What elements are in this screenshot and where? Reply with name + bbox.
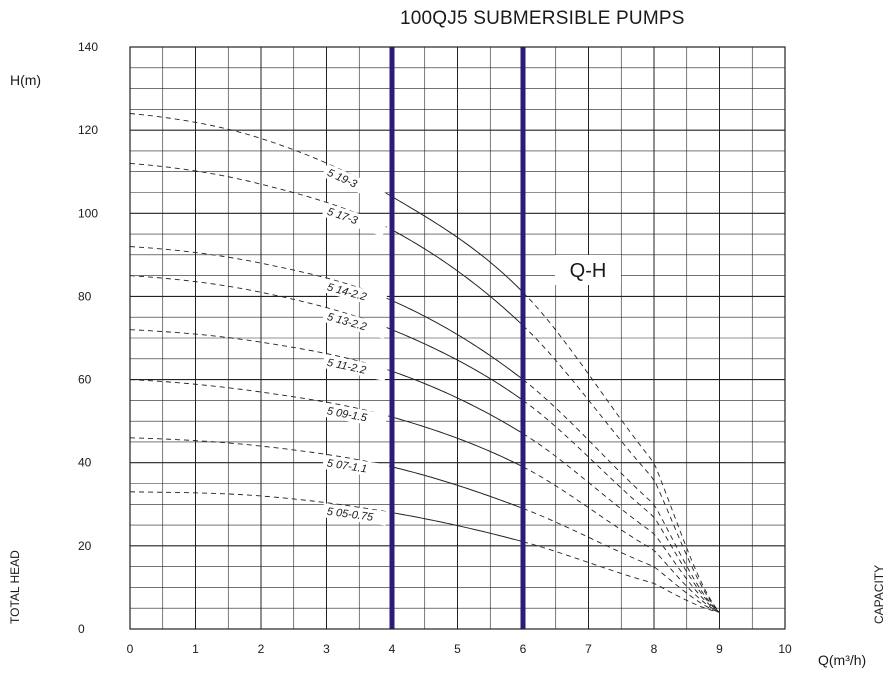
x-axis-unit-label: Q(m³/h) — [818, 652, 867, 668]
y-tick-label: 80 — [78, 289, 92, 303]
y-tick-label: 100 — [78, 206, 98, 220]
x-tick-label: 6 — [520, 642, 527, 656]
y-tick-label: 40 — [78, 456, 92, 470]
series-label-bg — [322, 454, 388, 479]
chart-title: 100QJ5 SUBMERSIBLE PUMPS — [400, 8, 685, 29]
x-tick-label: 1 — [192, 642, 199, 656]
x-tick-label: 4 — [389, 642, 396, 656]
y-tick-label: 20 — [78, 539, 92, 553]
qh-curve-dashed-right — [522, 325, 720, 613]
curve-tag-box — [555, 255, 621, 285]
qh-curve-solid — [391, 512, 524, 543]
series-label-bg — [322, 402, 388, 428]
qh-curve-solid — [391, 416, 524, 468]
qh-curve-dashed-right — [522, 379, 720, 613]
qh-curve-dashed-right — [522, 433, 720, 613]
qh-curve-dashed-left — [129, 379, 393, 418]
y-tick-label: 140 — [78, 40, 98, 54]
qh-curve-solid — [391, 466, 524, 509]
series-label-bg — [321, 163, 386, 203]
qh-curve-dashed-right — [522, 466, 720, 613]
qh-curve-solid — [391, 329, 524, 401]
qh-curve-dashed-right — [522, 541, 720, 613]
series-label-bg — [321, 202, 387, 237]
series-label-bg — [321, 353, 388, 382]
x-tick-label: 10 — [778, 642, 792, 656]
plot-frame — [129, 46, 786, 630]
x-tick-label: 2 — [258, 642, 265, 656]
x-tick-label: 8 — [651, 642, 658, 656]
x-tick-label: 7 — [585, 642, 592, 656]
qh-curve-solid — [391, 370, 524, 435]
curve-tag-label: Q-H — [570, 260, 607, 282]
series-label: 5 09-1.5 — [326, 405, 369, 424]
x-tick-label: 0 — [127, 642, 134, 656]
qh-curve-dashed-left — [129, 437, 393, 468]
series-label-bg — [321, 307, 388, 339]
y-axis-unit-label: H(m) — [10, 72, 42, 88]
y-tick-label: 0 — [78, 622, 85, 636]
y-tick-label: 120 — [78, 123, 98, 137]
qh-curve-dashed-right — [522, 291, 720, 613]
y-tick-label: 60 — [78, 373, 92, 387]
series-label-bg — [321, 278, 388, 309]
qh-curve-solid — [391, 300, 524, 380]
x-tick-label: 9 — [716, 642, 723, 656]
qh-curve-dashed-left — [129, 491, 393, 514]
qh-curve-solid — [391, 196, 524, 293]
series-label: 5 11-2.2 — [326, 357, 367, 377]
x-tick-label: 3 — [323, 642, 330, 656]
qh-curve-solid — [391, 229, 524, 326]
qh-curve-dashed-left — [129, 329, 393, 372]
series-label: 5 07-1.1 — [326, 458, 368, 476]
series-label-bg — [322, 503, 388, 526]
x-tick-label: 5 — [454, 642, 461, 656]
